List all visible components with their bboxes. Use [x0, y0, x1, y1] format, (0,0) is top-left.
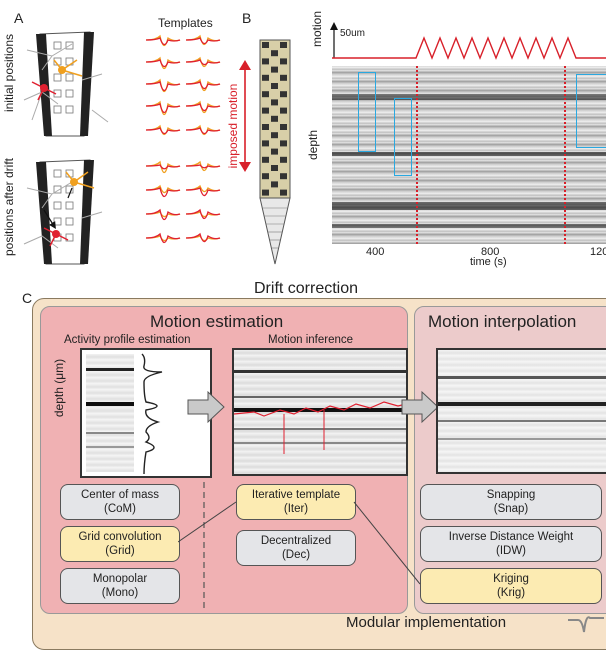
- probe-diagram-after-drift: [23, 159, 103, 265]
- probe-pad: [280, 42, 287, 48]
- probe-pad: [280, 124, 287, 130]
- templates-title: Templates: [158, 16, 213, 30]
- method-snapping-name: Snapping: [486, 489, 536, 501]
- activity-profile-title: Activity profile estimation: [64, 334, 191, 346]
- probe-pad: [280, 140, 287, 147]
- label-positions-after-drift: positions after drift: [2, 157, 16, 257]
- probe-pad: [262, 58, 269, 65]
- imposed-motion-arrow: [239, 60, 251, 172]
- drift-correction-title: Drift correction: [254, 280, 359, 297]
- imposed-motion-trace: [332, 36, 606, 60]
- probe-pad: [280, 156, 287, 163]
- method-monopolar-abbr: (Mono): [101, 587, 139, 599]
- probe-pad: [262, 42, 269, 48]
- motion-inference-title: Motion inference: [268, 334, 354, 346]
- method-grid-convolution-abbr: (Grid): [105, 545, 135, 557]
- dashed-divider: [203, 482, 205, 608]
- probe-pad: [262, 91, 269, 98]
- probe-pad: [271, 115, 278, 122]
- probe-pad: [271, 181, 278, 188]
- probe-pad: [262, 124, 269, 130]
- time-tick-400: 400: [366, 246, 385, 258]
- drift-raster-image: [332, 66, 606, 244]
- arrow-to-inference: [187, 390, 225, 424]
- probe-pad: [271, 148, 278, 155]
- time-tick-1200: 120: [590, 246, 606, 258]
- depth-um-label: depth (μm): [52, 358, 66, 418]
- modular-implementation-label: Modular implementation: [346, 614, 507, 631]
- method-kriging-abbr: (Krig): [496, 587, 526, 599]
- probe-pad: [262, 140, 269, 147]
- time-tick-800: 800: [481, 246, 500, 258]
- method-decentralized: Decentralized (Dec): [236, 530, 356, 566]
- arrow-to-interpolation: [401, 390, 439, 424]
- probe-pad: [280, 107, 287, 114]
- method-center-of-mass: Center of mass (CoM): [60, 484, 180, 520]
- probe-pad: [262, 107, 269, 114]
- method-iterative-template-name: Iterative template: [251, 489, 341, 501]
- probe-pad: [271, 66, 278, 73]
- probe-pad: [271, 99, 278, 106]
- motion-axis-label: motion: [310, 10, 324, 48]
- templates-grid-after-drift: [145, 160, 221, 244]
- method-kriging: Kriging (Krig): [420, 568, 602, 604]
- panel-b-letter: B: [242, 10, 252, 26]
- method-grid-convolution: Grid convolution (Grid): [60, 526, 180, 562]
- spike-waveform-icon: [568, 616, 604, 633]
- method-idw-abbr: (IDW): [495, 545, 526, 557]
- probe-pad: [280, 58, 287, 65]
- method-kriging-name: Kriging: [493, 573, 529, 585]
- method-snapping: Snapping (Snap): [420, 484, 602, 520]
- probe-pad: [271, 132, 278, 139]
- neuropixels-probe-icon: [259, 39, 291, 265]
- method-snapping-abbr: (Snap): [493, 503, 529, 515]
- probe-pad: [271, 83, 278, 89]
- probe-pad: [280, 189, 287, 196]
- probe-pad: [271, 165, 278, 171]
- depth-axis-label: depth: [306, 129, 320, 161]
- method-monopolar-name: Monopolar: [92, 573, 148, 585]
- probe-pad: [271, 50, 278, 57]
- time-axis-label: time (s): [470, 256, 507, 268]
- method-iterative-template-abbr: (Iter): [283, 503, 309, 515]
- motion-inference-image: [232, 348, 408, 476]
- method-monopolar: Monopolar (Mono): [60, 568, 180, 604]
- probe-pad: [280, 173, 287, 180]
- method-center-of-mass-name: Center of mass: [81, 489, 159, 501]
- probe-pad: [262, 173, 269, 180]
- method-decentralized-name: Decentralized: [260, 535, 332, 547]
- probe-pad: [262, 156, 269, 163]
- templates-grid-initial: [145, 34, 221, 136]
- label-initial-positions: initial positions: [2, 33, 16, 113]
- probe-pad: [262, 74, 269, 81]
- method-inverse-distance-weight: Inverse Distance Weight (IDW): [420, 526, 602, 562]
- method-decentralized-abbr: (Dec): [281, 549, 311, 561]
- panel-a-letter: A: [14, 10, 24, 26]
- probe-diagram-initial: [23, 31, 109, 137]
- connector-lines: [178, 501, 421, 585]
- method-idw-name: Inverse Distance Weight: [448, 531, 574, 543]
- method-iterative-template: Iterative template (Iter): [236, 484, 356, 520]
- motion-estimation-title: Motion estimation: [150, 312, 284, 331]
- panel-c-letter: C: [22, 290, 33, 306]
- method-grid-convolution-name: Grid convolution: [78, 531, 162, 543]
- probe-pad: [280, 74, 287, 81]
- motion-interpolation-title: Motion interpolation: [428, 312, 577, 331]
- motion-scale-label: 50um: [340, 28, 366, 39]
- motion-interpolation-image: [436, 348, 606, 474]
- probe-pad: [262, 189, 269, 196]
- method-center-of-mass-abbr: (CoM): [104, 503, 136, 515]
- motion-scale-bar: [330, 22, 338, 58]
- probe-pad: [280, 91, 287, 98]
